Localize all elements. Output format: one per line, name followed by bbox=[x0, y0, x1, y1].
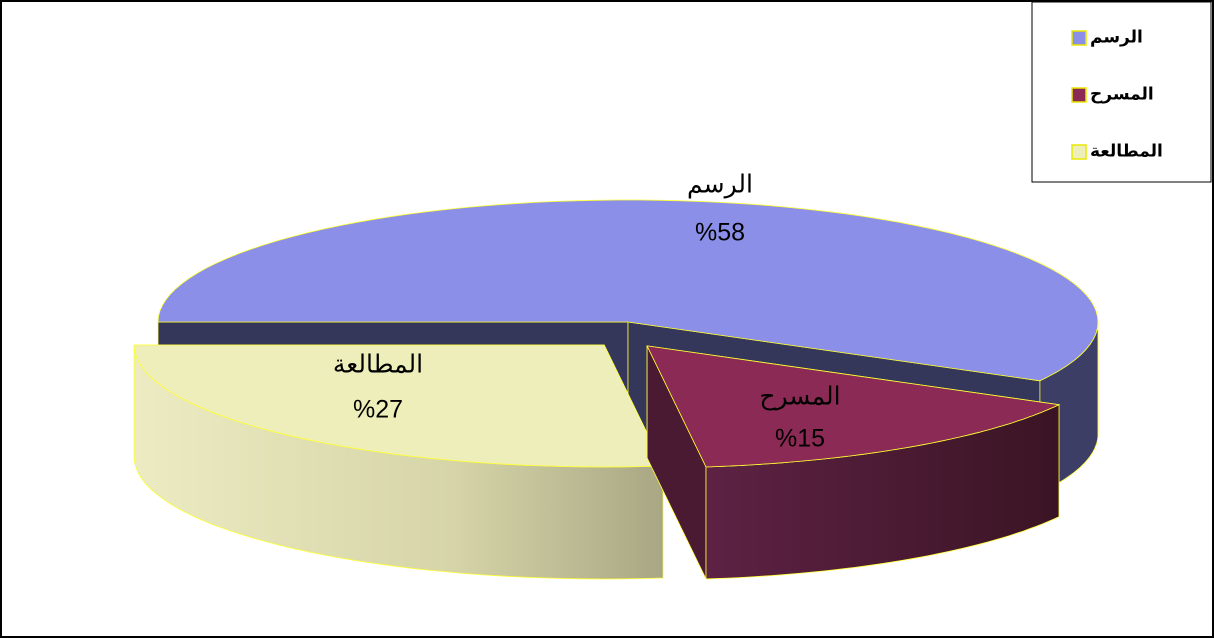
slice-top bbox=[646, 345, 1061, 468]
legend: الرسم المسرح المطالعة bbox=[1031, 1, 1212, 183]
slice bbox=[133, 344, 664, 580]
slice-value-label: %27 bbox=[353, 396, 403, 424]
slice-label: الرسم bbox=[687, 171, 753, 200]
legend-label: الرسم bbox=[1090, 27, 1143, 47]
legend-swatch bbox=[1071, 144, 1087, 160]
slice-value-label: %15 bbox=[775, 425, 825, 453]
legend-box bbox=[1031, 1, 1212, 183]
pie: الرسم %58 المسرح %15 المطالعة %27 bbox=[133, 171, 1099, 580]
slice-top bbox=[157, 199, 1099, 382]
slice-value-label: %58 bbox=[695, 219, 745, 247]
slice bbox=[646, 345, 1061, 580]
legend-swatch bbox=[1071, 87, 1087, 103]
legend-label: المطالعة bbox=[1090, 141, 1163, 160]
slice-top bbox=[133, 344, 664, 468]
legend-swatch bbox=[1071, 30, 1087, 46]
slice-label: المسرح bbox=[759, 383, 840, 411]
legend-label: المسرح bbox=[1090, 84, 1154, 104]
slice-label: المطالعة bbox=[333, 351, 423, 379]
